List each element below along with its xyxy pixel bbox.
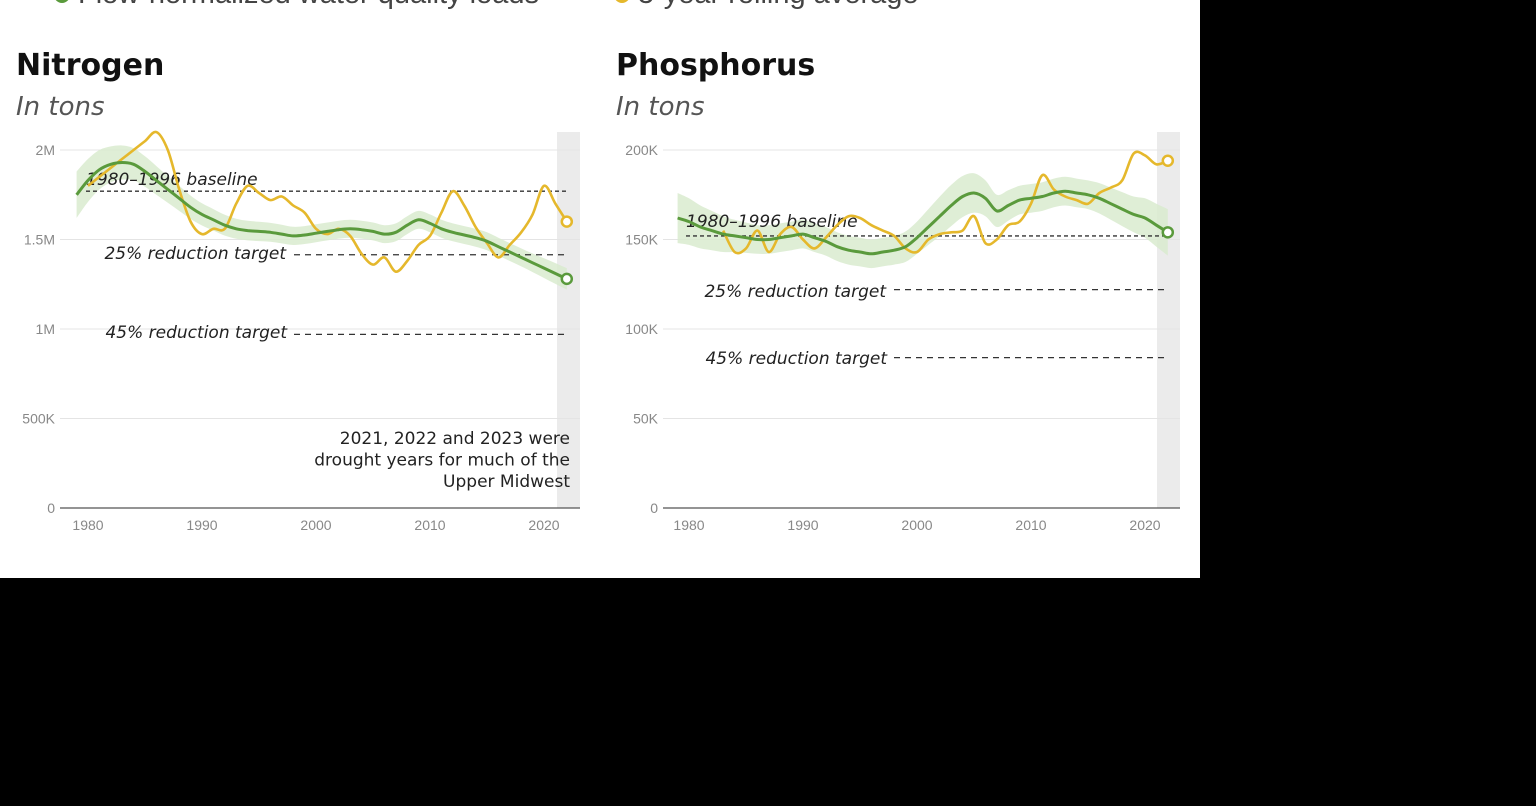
nitrogen-reference-label: 45% reduction target [105,323,288,343]
phosphorus-rolling-average-end-marker [1161,154,1175,167]
nitrogen-annotation-line: 2021, 2022 and 2023 were [340,429,570,449]
legend-swatch-yellow-icon [580,0,630,5]
nitrogen-flow-normalized-line [75,161,568,281]
phosphorus-x-tick-label: 1980 [673,517,704,533]
legend-item-rolling-average[interactable]: 5-year rolling average [580,0,918,11]
nitrogen-flow-normalized-end-marker [560,272,574,286]
nitrogen-y-tick-label: 2M [36,142,55,158]
nitrogen-y-tick-label: 0 [47,500,55,516]
nitrogen-y-tick-label: 1M [36,321,55,337]
nitrogen-x-tick-label: 2020 [528,517,559,533]
nitrogen-x-tick-label: 1980 [72,517,103,533]
phosphorus-y-tick-label: 150K [625,232,658,248]
phosphorus-reference-label: 1980–1996 baseline [686,212,858,232]
phosphorus-x-tick-label: 2000 [901,517,932,533]
legend-item-flow-normalized[interactable]: Flow-normalized water quality loads [20,0,539,11]
nitrogen-annotation-line: drought years for much of the [314,451,570,471]
nitrogen-chart-title: Nitrogen [16,48,165,83]
phosphorus-reference-label: 45% reduction target [705,349,888,369]
nitrogen-reference-label: 25% reduction target [104,244,287,264]
phosphorus-y-tick-label: 200K [625,142,658,158]
legend-label-rolling-average: 5-year rolling average [638,0,918,11]
phosphorus-chart: 0 50K 100K 150K 200K 1980 1990 2000 2010 2020 1980… [625,132,1180,533]
nitrogen-y-tick-label: 1.5M [24,232,55,248]
phosphorus-reference-label: 25% reduction target [704,282,887,302]
phosphorus-y-tick-label: 0 [650,500,658,516]
nitrogen-rolling-average-end-marker [560,215,574,228]
nitrogen-annotation-line: Upper Midwest [443,472,570,492]
phosphorus-y-tick-label: 100K [625,321,658,337]
nitrogen-reference-label: 1980–1996 baseline [86,170,258,190]
nitrogen-x-tick-label: 1990 [186,517,217,533]
legend-label-flow-normalized: Flow-normalized water quality loads [78,0,539,11]
phosphorus-y-tick-label: 50K [633,411,659,427]
chart-panel: Flow-normalized water quality loads 5-ye… [0,0,1200,578]
phosphorus-chart-title: Phosphorus [616,48,816,83]
phosphorus-rolling-average-line [722,150,1169,255]
nitrogen-chart-subtitle: In tons [16,92,105,122]
nitrogen-y-tick-label: 500K [22,411,55,427]
phosphorus-chart-subtitle: In tons [616,92,705,122]
phosphorus-flow-normalized-line [677,189,1169,256]
nitrogen-chart: 0 500K 1M 1.5M 2M 1980 1990 2000 2010 2020 1980–19… [22,130,580,533]
phosphorus-x-tick-label: 2010 [1015,517,1046,533]
nitrogen-x-tick-label: 2000 [300,517,331,533]
legend-swatch-green-icon [20,0,70,5]
phosphorus-flow-normalized-end-marker [1161,226,1175,239]
nitrogen-confidence-band [76,145,567,290]
phosphorus-shaded-region [1157,132,1180,508]
nitrogen-x-tick-label: 2010 [414,517,445,533]
phosphorus-x-tick-label: 1990 [787,517,818,533]
phosphorus-x-tick-label: 2020 [1129,517,1160,533]
